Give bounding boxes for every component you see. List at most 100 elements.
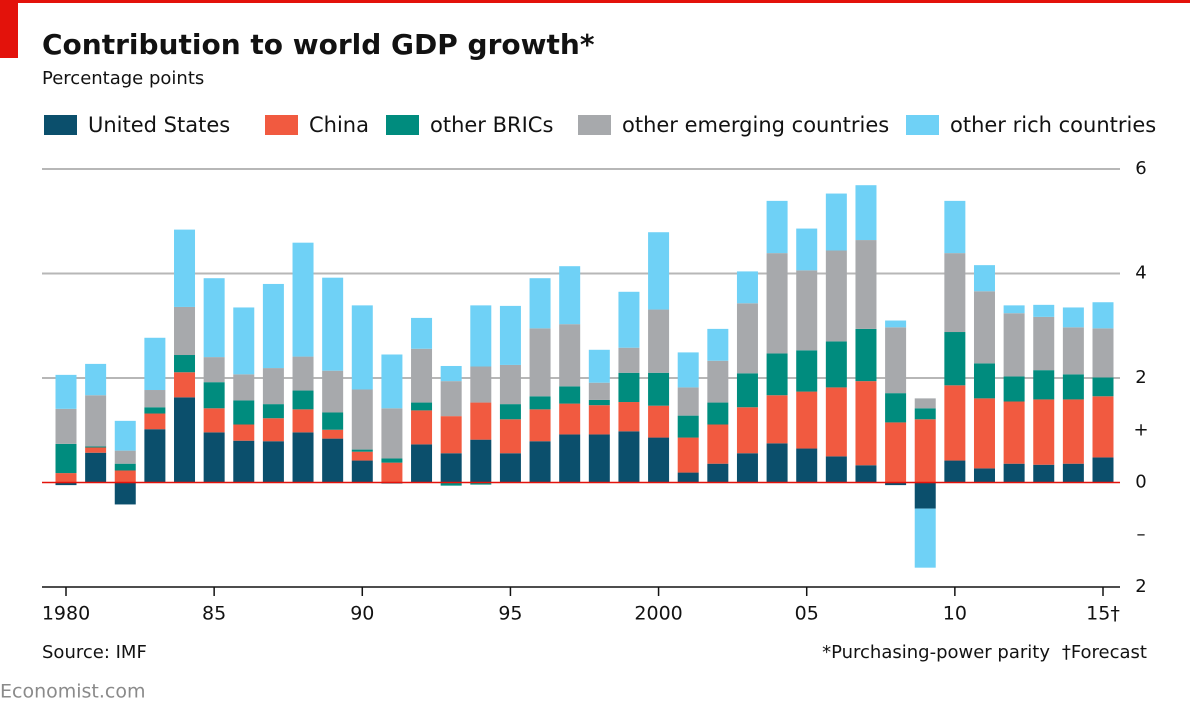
bar-segment bbox=[1003, 463, 1025, 483]
x-tick-label: 85 bbox=[202, 603, 226, 625]
legend-swatch bbox=[265, 115, 298, 135]
bar-segment bbox=[114, 482, 136, 505]
bar-segment bbox=[440, 365, 462, 382]
bar-segment bbox=[233, 440, 255, 483]
bar-segment bbox=[736, 303, 758, 374]
bar-segment bbox=[262, 283, 284, 369]
bar-segment bbox=[677, 472, 699, 483]
bar-segment bbox=[233, 374, 255, 401]
bar-segment bbox=[203, 357, 225, 383]
bar-segment bbox=[292, 390, 314, 410]
y-tick-label: + bbox=[1133, 419, 1148, 440]
bar-segment bbox=[944, 200, 966, 254]
bar-segment bbox=[588, 349, 610, 383]
y-tick-label: 0 bbox=[1135, 472, 1146, 493]
footnote: †Forecast bbox=[1062, 642, 1147, 663]
bar-segment bbox=[796, 350, 818, 392]
bar-segment bbox=[559, 266, 581, 325]
brand: Economist.com bbox=[0, 681, 146, 703]
bar-segment bbox=[855, 381, 877, 466]
legend-swatch bbox=[386, 115, 419, 135]
y-tick-label: 2 bbox=[1135, 576, 1146, 597]
bar-segment bbox=[588, 434, 610, 483]
bar-segment bbox=[825, 456, 847, 483]
bar-segment bbox=[174, 397, 196, 483]
bar-segment bbox=[766, 200, 788, 254]
bar-segment bbox=[796, 228, 818, 271]
x-tick-label: 1980 bbox=[42, 603, 90, 625]
bar-segment bbox=[648, 437, 670, 483]
bar-segment bbox=[114, 470, 136, 483]
bar-segment bbox=[55, 443, 77, 474]
bar-segment bbox=[588, 382, 610, 400]
source: Source: IMF bbox=[42, 642, 147, 663]
bar-segment bbox=[114, 450, 136, 464]
bar-segment bbox=[677, 352, 699, 388]
bar-segment bbox=[855, 185, 877, 241]
bar-segment bbox=[973, 398, 995, 469]
bar-segment bbox=[55, 482, 77, 486]
bar-segment bbox=[174, 306, 196, 356]
bar-segment bbox=[736, 407, 758, 454]
legend-label: other rich countries bbox=[950, 113, 1156, 137]
top-rule bbox=[0, 0, 1190, 3]
bar-segment bbox=[973, 291, 995, 364]
bar-segment bbox=[677, 387, 699, 416]
bar-segment bbox=[411, 348, 433, 403]
chart-title: Contribution to world GDP growth* bbox=[42, 28, 595, 61]
bar-segment bbox=[766, 443, 788, 483]
bar-segment bbox=[381, 354, 403, 409]
bar-segment bbox=[529, 328, 551, 397]
y-tick-label: 6 bbox=[1135, 158, 1146, 179]
bar-segment bbox=[470, 402, 492, 440]
bar-segment bbox=[944, 460, 966, 483]
bar-segment bbox=[1003, 313, 1025, 377]
bar-segment bbox=[440, 482, 462, 486]
bar-segment bbox=[499, 404, 521, 420]
bar-segment bbox=[470, 305, 492, 367]
bar-segment bbox=[233, 424, 255, 441]
bar-segment bbox=[292, 409, 314, 433]
bar-segment bbox=[648, 405, 670, 438]
bar-segment bbox=[233, 400, 255, 425]
bar-segment bbox=[885, 393, 907, 423]
bar-segment bbox=[973, 468, 995, 483]
bar-segment bbox=[1062, 307, 1084, 328]
bar-segment bbox=[885, 327, 907, 394]
bar-segment bbox=[55, 374, 77, 409]
bar-segment bbox=[203, 382, 225, 409]
bar-segment bbox=[1092, 302, 1114, 329]
bar-segment bbox=[499, 364, 521, 405]
bar-segment bbox=[381, 408, 403, 459]
bar-segment bbox=[1003, 305, 1025, 314]
bar-segment bbox=[618, 372, 640, 403]
bar-segment bbox=[825, 193, 847, 251]
bar-segment bbox=[174, 372, 196, 398]
x-tick-label: 15† bbox=[1086, 603, 1120, 625]
bar-segment bbox=[914, 398, 936, 409]
bar-segment bbox=[440, 453, 462, 483]
bar-segment bbox=[914, 408, 936, 420]
bar-segment bbox=[292, 432, 314, 483]
bar-segment bbox=[825, 250, 847, 342]
bar-segment bbox=[1092, 457, 1114, 483]
bar-segment bbox=[648, 309, 670, 373]
bar-segment bbox=[292, 356, 314, 391]
bar-segment bbox=[973, 265, 995, 292]
bar-segment bbox=[351, 305, 373, 390]
bar-segment bbox=[262, 418, 284, 442]
bar-segment bbox=[559, 434, 581, 483]
bar-segment bbox=[411, 317, 433, 349]
bar-segment bbox=[351, 449, 373, 452]
y-tick-label: 4 bbox=[1135, 263, 1146, 284]
bar-segment bbox=[677, 415, 699, 438]
bar-segment bbox=[85, 452, 107, 483]
bar-segment bbox=[885, 320, 907, 328]
x-tick-label: 95 bbox=[498, 603, 522, 625]
bar-segment bbox=[55, 408, 77, 444]
bar-segment bbox=[766, 353, 788, 396]
legend-label: other emerging countries bbox=[622, 113, 889, 137]
bar-segment bbox=[559, 386, 581, 404]
bar-segment bbox=[529, 278, 551, 329]
